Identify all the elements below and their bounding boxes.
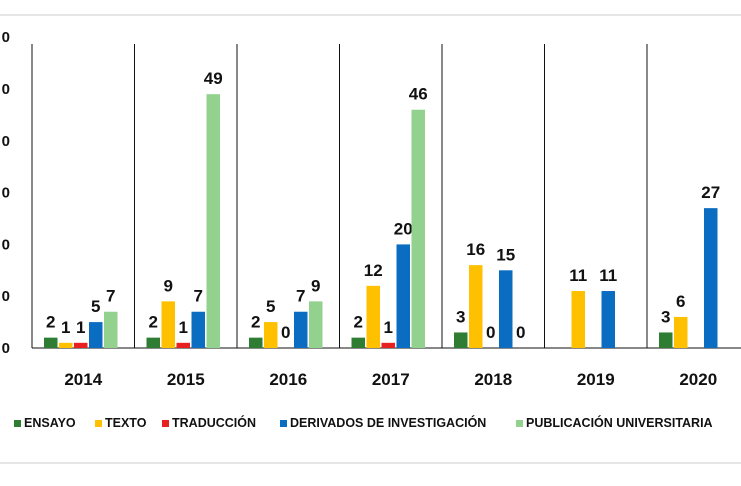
data-label: 5 <box>266 297 275 316</box>
legend-label: PUBLICACIÓN UNIVERSITARIA <box>526 415 713 430</box>
data-label: 9 <box>164 276 173 295</box>
bar-2015-series-1 <box>162 301 176 348</box>
data-label: 2 <box>46 313 55 332</box>
x-tick-label: 2020 <box>679 370 717 389</box>
bar-2016-series-0 <box>249 338 263 348</box>
x-tick-label: 2019 <box>577 370 615 389</box>
bar-2016-series-3 <box>294 312 308 348</box>
legend-label: TRADUCCIÓN <box>172 415 256 430</box>
data-label: 1 <box>61 318 70 337</box>
data-label: 2 <box>149 313 158 332</box>
bar-2014-series-4 <box>104 312 118 348</box>
bar-2017-series-4 <box>412 110 426 348</box>
bar-2016-series-4 <box>309 301 323 348</box>
data-label: 7 <box>194 287 203 306</box>
data-label: 20 <box>394 219 413 238</box>
x-tick-label: 2016 <box>269 370 307 389</box>
data-label: 1 <box>76 318 85 337</box>
bar-2014-series-2 <box>74 343 88 348</box>
data-label: 0 <box>516 323 525 342</box>
data-label: 27 <box>701 183 720 202</box>
legend-swatch <box>162 420 169 427</box>
bar-2019-series-1 <box>572 291 586 348</box>
data-label: 11 <box>599 266 617 285</box>
data-label: 1 <box>384 318 393 337</box>
data-label: 9 <box>311 276 320 295</box>
data-label: 12 <box>364 261 383 280</box>
bar-2015-series-3 <box>192 312 206 348</box>
data-label: 46 <box>409 85 428 104</box>
bar-2019-series-3 <box>602 291 616 348</box>
data-label: 1 <box>179 318 188 337</box>
x-tick-label: 2018 <box>474 370 512 389</box>
bar-2014-series-3 <box>89 322 103 348</box>
legend-swatch <box>95 420 102 427</box>
data-label: 7 <box>296 287 305 306</box>
y-tick-label: 0 <box>2 185 10 202</box>
bar-2014-series-1 <box>59 343 73 348</box>
bar-2017-series-0 <box>352 338 366 348</box>
bar-2014-series-0 <box>44 338 58 348</box>
legend-label: DERIVADOS DE INVESTIGACIÓN <box>290 415 486 430</box>
legend-swatch <box>280 420 287 427</box>
y-tick-label: 0 <box>2 236 10 253</box>
data-label: 5 <box>91 297 100 316</box>
x-tick-label: 2015 <box>167 370 205 389</box>
data-label: 6 <box>676 292 685 311</box>
data-label: 2 <box>354 313 363 332</box>
x-tick-label: 2017 <box>372 370 410 389</box>
legend-label: TEXTO <box>105 416 147 430</box>
data-label: 15 <box>496 245 515 264</box>
bar-2015-series-2 <box>177 343 191 348</box>
bar-2015-series-4 <box>207 94 221 348</box>
bar-2020-series-1 <box>674 317 688 348</box>
bar-2020-series-3 <box>704 208 718 348</box>
y-tick-label: 0 <box>2 29 10 46</box>
data-label: 49 <box>204 69 223 88</box>
data-label: 3 <box>456 307 465 326</box>
y-tick-label: 0 <box>2 288 10 305</box>
bar-2018-series-0 <box>454 332 468 348</box>
chart-root: 0 0 0 0 0 0 0 2 1 1 5 7 2014 2 9 1 7 49 2015 2 5 0 7 9 2016 2 12 1 2… <box>0 0 741 486</box>
bar-2018-series-1 <box>469 265 483 348</box>
bar-2018-series-3 <box>499 270 513 348</box>
bar-2017-series-2 <box>382 343 396 348</box>
bar-chart: 00000002 1 1572014291749201525079201621212… <box>0 0 741 486</box>
legend-label: ENSAYO <box>24 416 76 430</box>
x-tick-label: 2014 <box>64 370 102 389</box>
data-label: 2 <box>251 313 260 332</box>
legend-swatch <box>516 420 523 427</box>
data-label: 16 <box>466 240 485 259</box>
data-label: 3 <box>661 307 670 326</box>
data-label: 0 <box>486 323 495 342</box>
bar-2016-series-1 <box>264 322 278 348</box>
bar-2015-series-0 <box>147 338 161 348</box>
data-label: 11 <box>569 266 587 285</box>
data-label: 0 <box>281 323 290 342</box>
bar-2020-series-0 <box>659 332 673 348</box>
bar-2017-series-3 <box>397 244 411 348</box>
y-tick-label: 0 <box>2 133 10 150</box>
y-tick-label: 0 <box>2 340 10 357</box>
legend-swatch <box>14 420 21 427</box>
y-tick-label: 0 <box>2 81 10 98</box>
bar-2017-series-1 <box>367 286 381 348</box>
data-label: 7 <box>106 287 115 306</box>
